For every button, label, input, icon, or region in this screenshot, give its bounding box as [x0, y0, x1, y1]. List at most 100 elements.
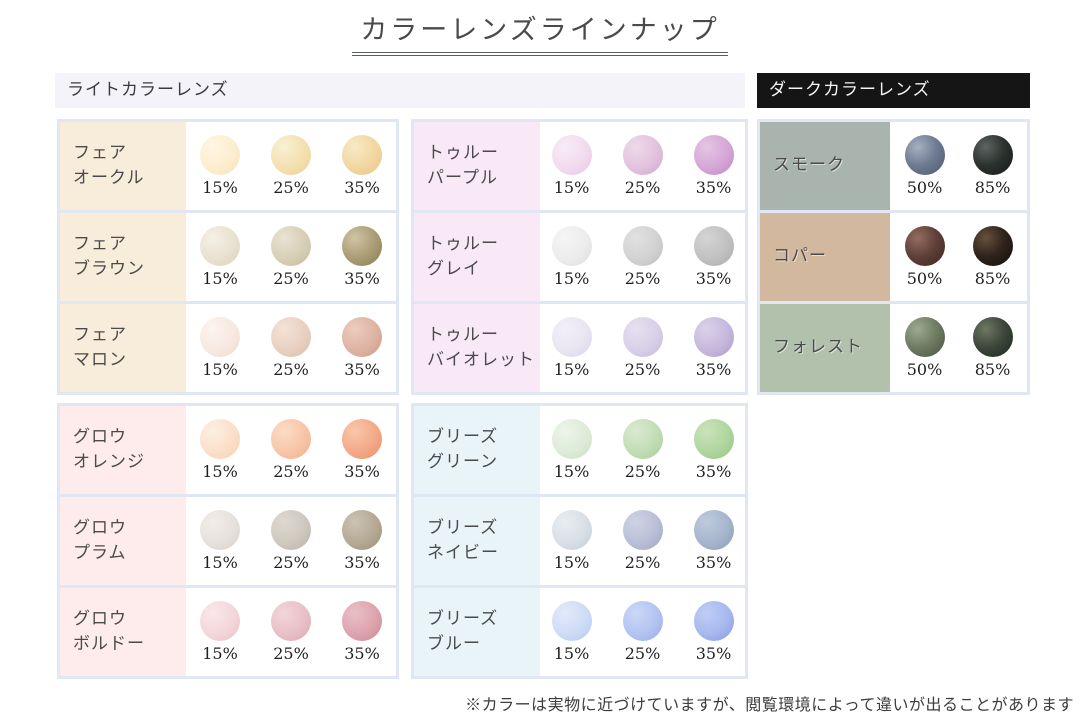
- lens-group: トゥルー パープル 15% 25% 35% トゥルー グレイ 15% 25% 35% トゥルー バイオ…: [411, 119, 748, 395]
- lens-name-text: バイオレット: [427, 350, 535, 370]
- lens-name-label: トゥルー パープル: [414, 122, 540, 210]
- density-label: 50%: [906, 360, 943, 379]
- swatch-area: 15% 25% 35%: [186, 122, 396, 210]
- lens-color-circle: [904, 226, 945, 266]
- density-label: 25%: [273, 178, 309, 197]
- density-label: 15%: [202, 178, 238, 197]
- lens-swatch: 15%: [549, 601, 595, 663]
- title-area: カラーレンズラインナップ: [0, 8, 1080, 56]
- lens-swatch: 15%: [197, 419, 243, 481]
- lens-row: グロウ ボルドー 15% 25% 35%: [60, 585, 396, 676]
- lens-name-label: ブリーズ ネイビー: [414, 497, 540, 585]
- lens-swatch: 25%: [268, 601, 314, 663]
- lens-row: トゥルー バイオレット 15% 25% 35%: [414, 301, 745, 392]
- lens-color-circle: [622, 317, 663, 357]
- density-label: 50%: [906, 269, 943, 288]
- lens-swatch: 25%: [620, 135, 666, 197]
- swatch-area: 15% 25% 35%: [540, 497, 745, 585]
- lens-group: ブリーズ グリーン 15% 25% 35% ブリーズ ネイビー 15% 25% 35% ブリーズ ブル…: [411, 403, 748, 679]
- density-label: 15%: [553, 644, 590, 663]
- density-label: 85%: [974, 360, 1011, 379]
- lens-color-circle: [551, 419, 592, 459]
- lens-color-circle: [693, 226, 734, 266]
- light-section-header: ライトカラーレンズ: [55, 73, 745, 108]
- lens-name-label: コパー: [760, 213, 890, 301]
- lens-swatch: 35%: [339, 510, 385, 572]
- lens-swatch: 25%: [268, 419, 314, 481]
- lens-name-label: グロウ ボルドー: [60, 588, 186, 676]
- lens-swatch: 25%: [268, 317, 314, 379]
- lens-row: ブリーズ グリーン 15% 25% 35%: [414, 406, 745, 494]
- swatch-area: 15% 25% 35%: [540, 122, 745, 210]
- lens-color-circle: [271, 601, 311, 641]
- swatch-area: 15% 25% 35%: [540, 213, 745, 301]
- lens-color-circle: [342, 317, 382, 357]
- lens-row: トゥルー パープル 15% 25% 35%: [414, 122, 745, 210]
- lens-column-middle: トゥルー パープル 15% 25% 35% トゥルー グレイ 15% 25% 35% トゥルー バイオ…: [411, 119, 748, 687]
- lens-name-label: フェア マロン: [60, 304, 186, 392]
- density-label: 25%: [624, 644, 661, 663]
- lens-swatch: 15%: [549, 226, 595, 288]
- lens-swatch: 35%: [339, 601, 385, 663]
- lens-row: フェア ブラウン 15% 25% 35%: [60, 210, 396, 301]
- lens-swatch: 15%: [549, 419, 595, 481]
- lens-name-text: ネイビー: [427, 543, 499, 563]
- lens-swatch: 35%: [691, 601, 737, 663]
- lens-name-text: グレイ: [427, 259, 481, 279]
- lens-row: フェア マロン 15% 25% 35%: [60, 301, 396, 392]
- lens-color-circle: [551, 317, 592, 357]
- lens-name-text: スモーク: [773, 155, 845, 176]
- lens-swatch: 15%: [549, 135, 595, 197]
- density-label: 35%: [695, 644, 732, 663]
- density-label: 25%: [273, 644, 309, 663]
- lens-name-label: トゥルーバイオレット: [414, 304, 540, 392]
- lens-color-circle: [200, 135, 240, 175]
- lens-swatch: 25%: [620, 317, 666, 379]
- lens-name-text: フェア: [73, 142, 127, 163]
- lens-name-label: スモーク: [760, 122, 890, 210]
- lens-color-circle: [200, 419, 240, 459]
- lens-name-text: ブラウン: [73, 259, 145, 279]
- lens-swatch: 15%: [197, 135, 243, 197]
- density-label: 15%: [202, 644, 238, 663]
- lens-name-text: オレンジ: [73, 452, 145, 472]
- density-label: 25%: [624, 178, 661, 197]
- density-label: 35%: [344, 553, 380, 572]
- lens-group: スモーク 50% 85% コパー 50% 85% フォレスト 50% 85%: [757, 119, 1030, 395]
- density-label: 35%: [695, 360, 732, 379]
- lens-name-label: トゥルー グレイ: [414, 213, 540, 301]
- swatch-area: 15% 25% 35%: [186, 588, 396, 676]
- disclaimer-note: ※カラーは実物に近づけていますが、閲覧環境によって違いが出ることがあります: [465, 695, 1074, 714]
- lens-color-circle: [342, 226, 382, 266]
- lens-color-circle: [693, 317, 734, 357]
- lens-name-text: トゥルー: [427, 324, 499, 345]
- density-label: 15%: [202, 360, 238, 379]
- density-label: 85%: [974, 178, 1011, 197]
- lens-row: トゥルー グレイ 15% 25% 35%: [414, 210, 745, 301]
- density-label: 35%: [344, 644, 380, 663]
- density-label: 15%: [553, 553, 590, 572]
- swatch-area: 50% 85%: [890, 122, 1027, 210]
- lens-swatch: 15%: [549, 510, 595, 572]
- lens-name-text: オークル: [73, 168, 145, 188]
- lens-swatch: 50%: [902, 135, 948, 197]
- lens-name-text: フォレスト: [773, 337, 863, 358]
- density-label: 25%: [273, 553, 309, 572]
- swatch-area: 15% 25% 35%: [186, 213, 396, 301]
- lens-swatch: 35%: [691, 135, 737, 197]
- lens-color-circle: [693, 601, 734, 641]
- lens-swatch: 25%: [620, 510, 666, 572]
- swatch-area: 15% 25% 35%: [186, 304, 396, 392]
- lens-swatch: 15%: [197, 226, 243, 288]
- density-label: 35%: [344, 462, 380, 481]
- lens-swatch: 85%: [970, 317, 1016, 379]
- lens-color-circle: [551, 510, 592, 550]
- lens-swatch: 15%: [549, 317, 595, 379]
- lens-swatch: 50%: [902, 317, 948, 379]
- lens-color-circle: [693, 510, 734, 550]
- lens-color-circle: [904, 135, 945, 175]
- density-label: 35%: [695, 553, 732, 572]
- lens-name-text: フェア: [73, 324, 127, 345]
- lens-swatch: 25%: [620, 419, 666, 481]
- lens-color-circle: [622, 419, 663, 459]
